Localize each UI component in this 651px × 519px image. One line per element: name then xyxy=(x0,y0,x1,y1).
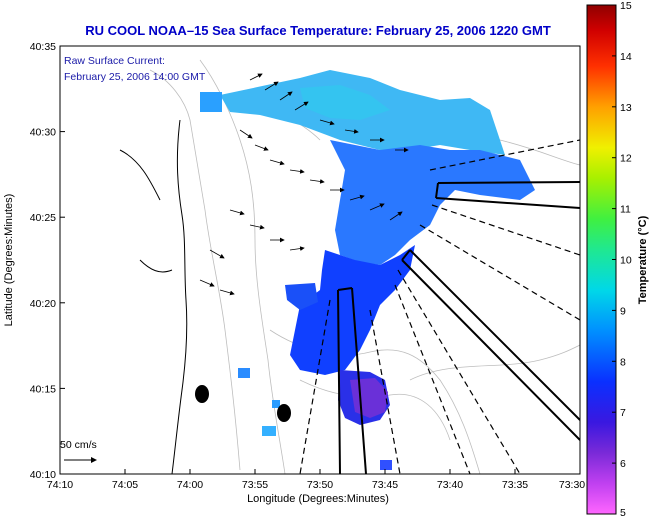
current-arrow xyxy=(264,81,279,91)
x-axis-label: Longitude (Degrees:Minutes) xyxy=(247,493,389,505)
station-marker xyxy=(195,385,209,403)
colorbar-tick-label: 7 xyxy=(620,407,626,419)
x-tick-label: 73:30 xyxy=(559,479,585,491)
shipping-lane-solid xyxy=(401,249,580,441)
current-arrow xyxy=(254,144,269,151)
y-axis-label: Latitude (Degrees:Minutes) xyxy=(3,194,15,327)
colorbar-tick-labels: 15 14 13 12 11 10 9 8 7 6 5 xyxy=(620,0,632,519)
colorbar-tick-label: 10 xyxy=(620,255,632,267)
current-arrow xyxy=(319,119,335,126)
colorbar xyxy=(586,4,617,515)
x-tick-label: 74:05 xyxy=(112,479,138,491)
y-tick-label: 40:10 xyxy=(30,469,56,481)
survey-dashed-lines xyxy=(299,139,580,474)
scale-label: 50 cm/s xyxy=(60,439,97,451)
x-tick-label: 74:00 xyxy=(177,479,203,491)
y-tick-label: 40:15 xyxy=(30,383,56,395)
current-arrow xyxy=(269,159,285,166)
x-axis-ticks xyxy=(59,469,581,474)
current-arrow xyxy=(309,179,325,184)
y-tick-label: 40:35 xyxy=(30,41,56,53)
sst-pixel-b xyxy=(262,426,276,436)
y-axis-tick-labels: 40:35 40:30 40:25 40:20 40:15 40:10 xyxy=(30,41,56,481)
sst-pixel-a xyxy=(238,368,250,378)
y-tick-label: 40:30 xyxy=(30,127,56,139)
colorbar-tick-label: 11 xyxy=(620,204,631,216)
colorbar-ticks xyxy=(612,4,616,515)
current-arrow xyxy=(294,101,309,111)
sst-patch-northern-light xyxy=(300,85,390,120)
sst-pixel-e xyxy=(200,92,222,112)
channel-solid xyxy=(337,287,367,474)
survey-tracks xyxy=(299,139,580,474)
shipping-lane-solid xyxy=(435,181,580,209)
current-arrow xyxy=(344,129,359,134)
x-tick-label: 73:45 xyxy=(372,479,398,491)
x-tick-label: 73:35 xyxy=(502,479,528,491)
x-tick-label: 73:40 xyxy=(437,479,463,491)
current-arrow xyxy=(249,224,265,230)
colorbar-tick-label: 15 xyxy=(620,0,632,12)
y-tick-label: 40:25 xyxy=(30,212,56,224)
x-axis-tick-labels: 74:10 74:05 74:00 73:55 73:50 73:45 73:4… xyxy=(47,479,585,491)
annotation-line-1: Raw Surface Current: xyxy=(64,55,165,67)
current-arrow xyxy=(349,194,365,201)
colorbar-tick-label: 12 xyxy=(620,153,632,165)
current-arrow xyxy=(279,91,293,101)
current-arrow xyxy=(199,279,215,287)
chart-title: RU COOL NOAA–15 Sea Surface Temperature:… xyxy=(85,23,551,38)
y-tick-label: 40:20 xyxy=(30,298,56,310)
surface-current-vectors xyxy=(199,73,409,296)
colorbar-tick-label: 9 xyxy=(620,305,626,317)
y-axis-ticks xyxy=(60,45,65,475)
colorbar-tick-label: 5 xyxy=(620,507,626,519)
station-marker xyxy=(277,404,291,422)
current-arrow xyxy=(219,289,235,296)
current-arrow xyxy=(289,169,305,174)
annotation-line-2: February 25, 2006 14:00 GMT xyxy=(64,71,206,83)
sst-pixel-d xyxy=(380,460,392,470)
x-tick-label: 73:50 xyxy=(307,479,333,491)
current-arrow xyxy=(229,209,245,216)
coastline xyxy=(119,119,188,474)
current-arrow xyxy=(249,73,263,81)
colorbar-tick-label: 13 xyxy=(620,102,632,114)
current-arrow xyxy=(209,249,225,259)
current-arrow xyxy=(289,246,305,251)
colorbar-tick-label: 8 xyxy=(620,356,626,368)
colorbar-tick-label: 6 xyxy=(620,458,626,470)
sst-patch-westcentral xyxy=(285,283,318,310)
colorbar-label: Temperature (°C) xyxy=(637,215,649,304)
sst-pixel-c xyxy=(272,400,280,408)
current-arrow xyxy=(239,129,253,139)
sst-patch-central xyxy=(290,245,415,375)
x-tick-label: 74:10 xyxy=(47,479,73,491)
x-tick-label: 73:55 xyxy=(242,479,268,491)
current-arrow xyxy=(389,211,403,221)
plot-content xyxy=(119,59,580,474)
sst-patch-eastern xyxy=(330,140,535,265)
colorbar-tick-label: 14 xyxy=(620,51,632,63)
sst-field xyxy=(200,70,535,470)
current-arrow xyxy=(369,203,385,211)
